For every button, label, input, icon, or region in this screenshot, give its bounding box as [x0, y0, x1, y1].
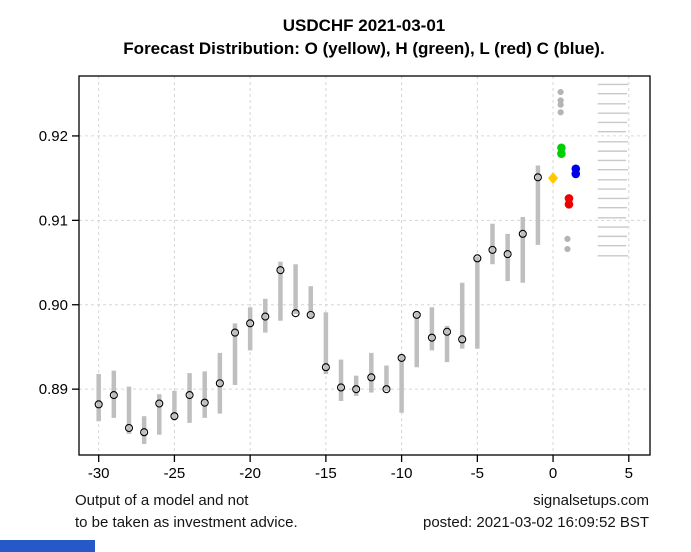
y-tick-label: 0.92 — [39, 128, 68, 145]
forecast-outliers-above-marker — [557, 109, 564, 116]
forecast-outliers-above-marker — [557, 101, 564, 108]
bottom-left-blue-bar — [0, 540, 95, 552]
y-tick-label: 0.90 — [39, 297, 68, 314]
close-circle-marker — [382, 385, 391, 394]
x-tick-label: 0 — [549, 465, 557, 482]
forecast-outliers-below-marker — [564, 235, 571, 243]
x-tick-label: -30 — [88, 465, 110, 482]
x-tick-label: -15 — [315, 465, 337, 482]
close-circle-marker — [503, 250, 512, 259]
x-tick-label: -25 — [164, 465, 186, 482]
x-tick-label: -20 — [239, 465, 261, 482]
forecast-low-marker — [564, 200, 574, 209]
forecast-outliers-below-marker — [564, 245, 571, 253]
close-circle-marker — [458, 335, 467, 344]
chart-subtitle: Forecast Distribution: O (yellow), H (gr… — [123, 39, 604, 58]
close-circle-marker — [336, 383, 346, 392]
x-tick-label: -10 — [391, 465, 413, 482]
close-circle-marker — [215, 379, 224, 388]
x-tick-label: -5 — [471, 465, 484, 482]
forecast-close-marker — [571, 169, 581, 179]
forecast-high-marker — [557, 149, 566, 158]
close-circle-marker — [124, 423, 134, 433]
close-circle-marker — [185, 391, 194, 400]
attribution: signalsetups.com posted: 2021-03-02 16:0… — [423, 490, 649, 534]
x-tick-label: 5 — [625, 465, 633, 482]
plot-border — [78, 75, 651, 456]
forecast-high-marker — [557, 143, 566, 153]
close-circle-marker — [533, 173, 542, 182]
posted-timestamp: posted: 2021-03-02 16:09:52 BST — [423, 514, 649, 531]
y-tick-label: 0.89 — [39, 381, 68, 398]
close-circle-marker — [276, 266, 285, 275]
site-name: signalsetups.com — [533, 492, 649, 509]
close-circle-marker — [140, 428, 149, 437]
close-circle-marker — [412, 310, 421, 319]
close-circle-marker — [230, 328, 240, 337]
disclaimer: Output of a model and not to be taken as… — [75, 490, 298, 534]
close-circle-marker — [397, 353, 406, 362]
forecast-outliers-above-marker — [557, 88, 564, 96]
close-circle-marker — [291, 309, 300, 318]
close-circle-marker — [352, 385, 361, 394]
close-circle-marker — [367, 373, 376, 382]
y-tick-label: 0.91 — [39, 212, 68, 229]
close-circle-marker — [306, 310, 315, 319]
chart-title: USDCHF 2021-03-01 — [283, 16, 446, 35]
disclaimer-line2: to be taken as investment advice. — [75, 514, 298, 531]
close-circle-marker — [246, 319, 255, 328]
close-circle-marker — [518, 229, 527, 238]
close-circle-marker — [427, 333, 436, 342]
disclaimer-line1: Output of a model and not — [75, 492, 249, 509]
close-circle-marker — [321, 363, 330, 372]
close-circle-marker — [170, 412, 179, 421]
forecast-open-marker — [548, 172, 559, 185]
close-circle-marker — [155, 399, 164, 408]
close-circle-marker — [488, 245, 497, 254]
close-circle-marker — [261, 312, 270, 321]
close-circle-marker — [200, 398, 209, 407]
close-circle-marker — [442, 327, 452, 336]
close-circle-marker — [109, 391, 118, 400]
forecast-low-marker — [564, 194, 574, 203]
close-circle-marker — [473, 254, 482, 263]
plot-area: 0.89 0.90 0.91 0.92 -30 -25 -20 -15 -10 -5 0 5 — [39, 75, 651, 482]
close-circle-marker — [94, 400, 103, 409]
